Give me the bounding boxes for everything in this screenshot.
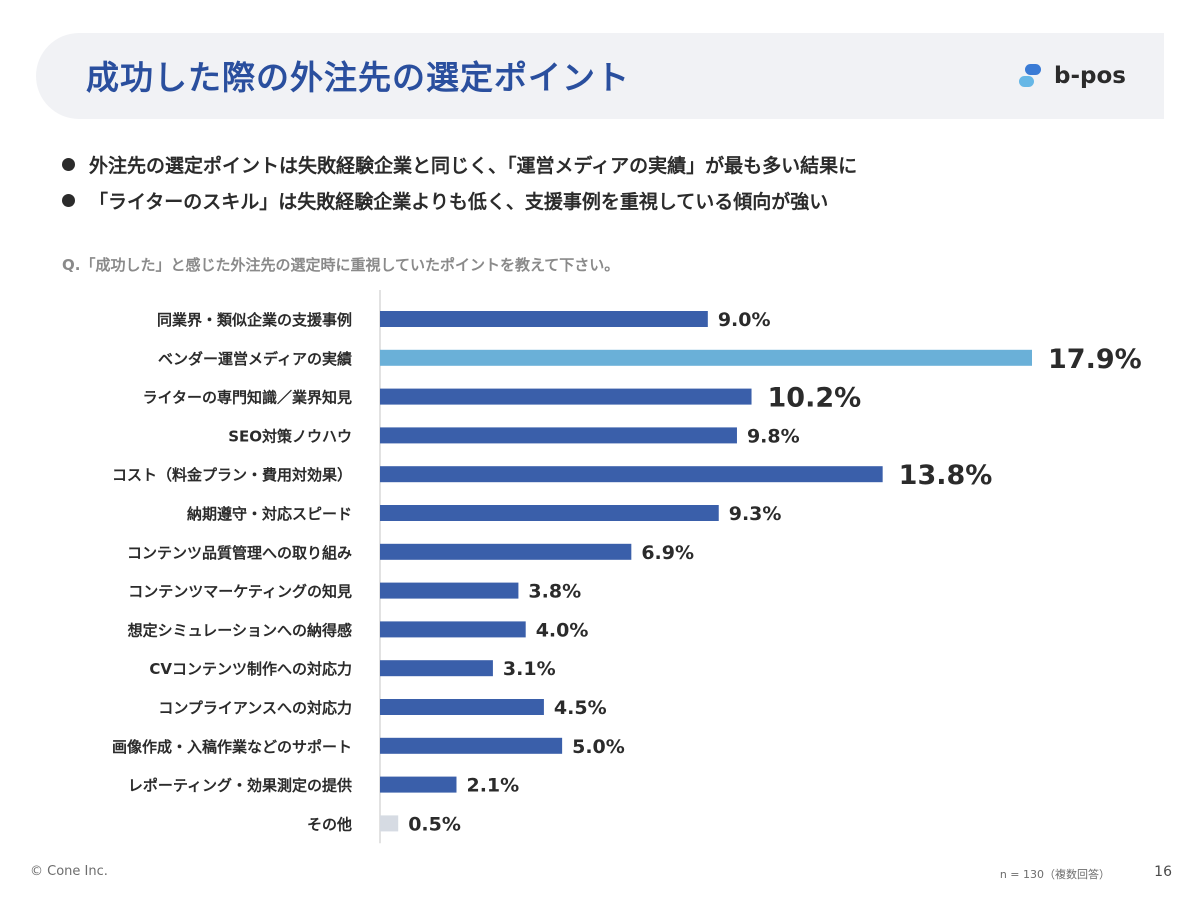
- value-label: 17.9%: [1048, 344, 1142, 375]
- value-label: 3.8%: [528, 581, 581, 603]
- bar: [380, 427, 737, 444]
- value-label: 10.2%: [768, 383, 862, 414]
- value-label: 6.9%: [641, 542, 694, 564]
- bar: [380, 543, 632, 560]
- b-pos-logo-icon: [1019, 64, 1042, 87]
- bar: [380, 311, 708, 327]
- category-label: 想定シミュレーションへの納得感: [127, 621, 352, 639]
- value-label: 4.5%: [554, 697, 607, 719]
- bar: [380, 466, 883, 483]
- page-number: 16: [1154, 864, 1172, 880]
- value-label: 0.5%: [408, 813, 461, 835]
- category-label: コンテンツ品質管理への取り組み: [127, 544, 352, 562]
- bar: [380, 699, 544, 715]
- category-label: コンテンツマーケティングの知見: [128, 583, 352, 601]
- category-label: 同業界・類似企業の支援事例: [157, 311, 352, 329]
- summary-bullets: 外注先の選定ポイントは失敗経験企業と同じく、「運営メディアの実績」が最も多い結果…: [62, 146, 857, 218]
- bar: [380, 815, 399, 832]
- category-label: その他: [307, 815, 352, 833]
- value-label: 4.0%: [536, 619, 589, 641]
- category-label: 納期遵守・対応スピード: [187, 505, 352, 523]
- value-label: 9.8%: [747, 425, 800, 447]
- bullet-item: 「ライターのスキル」は失敗経験企業よりも低く、支援事例を重視している傾向が強い: [62, 182, 857, 218]
- page-title: 成功した際の外注先の選定ポイント: [86, 58, 630, 97]
- value-label: 9.0%: [718, 309, 771, 331]
- bullet-text: 「ライターのスキル」は失敗経験企業よりも低く、支援事例を重視している傾向が強い: [89, 190, 829, 213]
- category-label: SEO対策ノウハウ: [228, 427, 352, 445]
- bullet-dot-icon: [62, 157, 75, 171]
- survey-question: Q.「成功した」と感じた外注先の選定時に重視していたポイントを教えて下さい。: [62, 256, 620, 274]
- bar: [380, 582, 519, 599]
- sample-size-note: n = 130（複数回答）: [999, 868, 1110, 881]
- category-label: ベンダー運営メディアの実績: [158, 350, 352, 368]
- bullet-text: 外注先の選定ポイントは失敗経験企業と同じく、「運営メディアの実績」が最も多い結果…: [89, 154, 858, 177]
- category-label: CVコンテンツ制作への対応力: [149, 660, 352, 678]
- bar: [380, 349, 1032, 366]
- bar: [380, 621, 526, 638]
- copyright: © Cone Inc.: [30, 864, 108, 879]
- bullet-item: 外注先の選定ポイントは失敗経験企業と同じく、「運営メディアの実績」が最も多い結果…: [62, 146, 857, 182]
- value-label: 9.3%: [729, 503, 782, 525]
- category-label: 画像作成・入稿作業などのサポート: [112, 738, 352, 756]
- brand-logo: b-pos: [1018, 59, 1126, 93]
- bar: [380, 776, 457, 793]
- value-label: 13.8%: [899, 460, 993, 491]
- header-bar: 成功した際の外注先の選定ポイント b-pos: [36, 33, 1164, 119]
- category-label: コスト（料金プラン・費用対効果）: [112, 466, 352, 484]
- category-label: コンプライアンスへの対応力: [158, 699, 352, 717]
- value-label: 3.1%: [503, 658, 556, 680]
- logo-text: b-pos: [1054, 63, 1126, 89]
- bar-chart: 同業界・類似企業の支援事例 9.0% ベンダー運営メディアの実績 17.9% ライターの…: [112, 290, 1142, 844]
- value-label: 5.0%: [572, 736, 625, 758]
- category-label: レポーティング・効果測定の提供: [128, 777, 352, 795]
- bar: [380, 660, 493, 677]
- bullet-dot-icon: [62, 193, 75, 207]
- bar: [380, 388, 752, 405]
- category-label: ライターの専門知識／業界知見: [143, 389, 352, 407]
- value-label: 2.1%: [466, 775, 519, 797]
- bar: [380, 505, 719, 521]
- bar: [380, 737, 563, 754]
